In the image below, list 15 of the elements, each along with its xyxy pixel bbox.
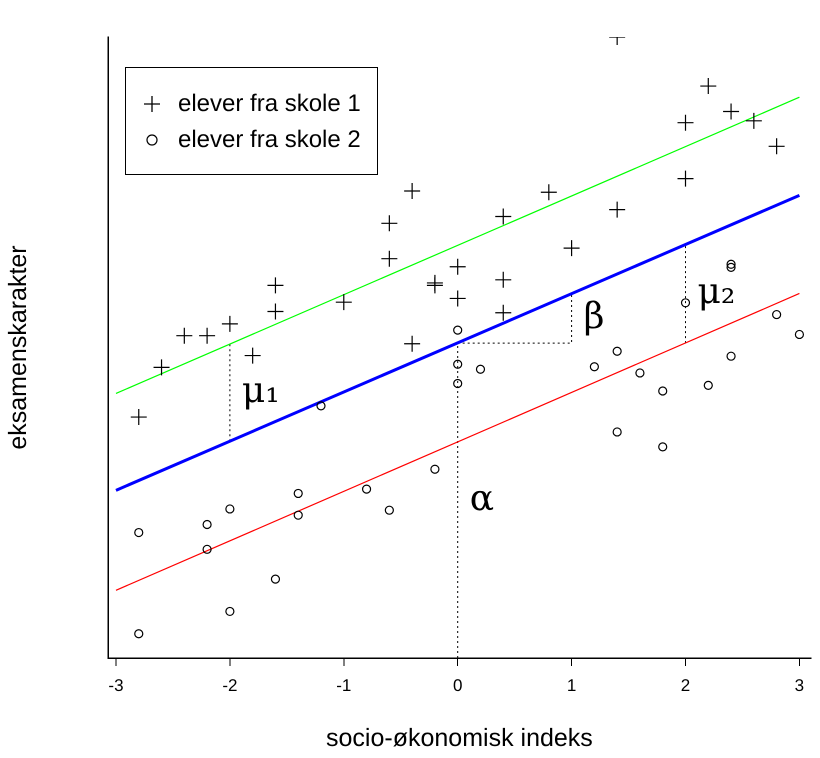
x-tick-label: 3: [794, 676, 804, 695]
x-tick-label: 0: [452, 676, 462, 695]
x-tick-label: -3: [108, 676, 124, 695]
x-axis-title: socio-økonomisk indeks: [326, 724, 593, 752]
y-axis-title: eksamenskarakter: [4, 245, 32, 450]
annotation: α: [470, 478, 494, 519]
x-tick-label: 1: [566, 676, 576, 695]
legend-label: elever fra skole 2: [178, 125, 361, 155]
x-tick-label: -1: [336, 676, 352, 695]
annotation: β: [584, 296, 604, 337]
x-tick-label: 2: [680, 676, 690, 695]
annotation: μ₁: [242, 370, 280, 412]
x-tick-label: -2: [222, 676, 238, 695]
legend-label: elever fra skole 1: [178, 89, 361, 119]
annotation: μ₂: [698, 271, 736, 312]
